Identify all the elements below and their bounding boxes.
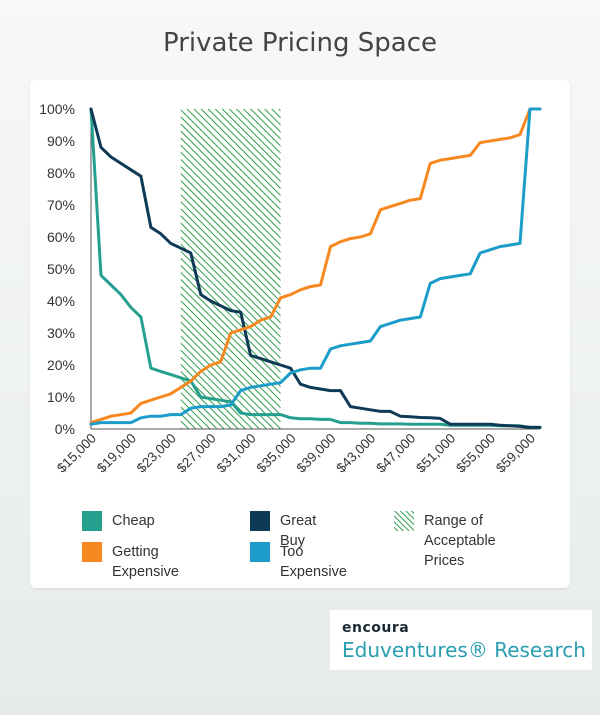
legend-item-cheap: Cheap [82, 511, 155, 531]
line-chart: 0% 10% 20% 30% 40% 50% 60% 70% 80% 90% 100% $15,000… [39, 101, 542, 476]
series-line-great-buy [89, 107, 542, 429]
x-tick-label: $55,000 [453, 431, 498, 476]
x-tick-label: $39,000 [293, 431, 338, 476]
y-tick-label: 50% [47, 261, 75, 277]
x-tick-label: $19,000 [94, 431, 139, 476]
y-tick-label: 60% [47, 229, 75, 245]
x-tick-label: $15,000 [54, 431, 99, 476]
x-tick-label: $27,000 [174, 431, 219, 476]
y-tick-label: 20% [47, 357, 75, 373]
legend-swatch-getting-expensive [82, 542, 102, 562]
y-tick-label: 40% [47, 293, 75, 309]
series-line-too-expensive [89, 107, 542, 426]
y-tick-label: 70% [47, 197, 75, 213]
legend-swatch-great-buy [250, 511, 270, 531]
legend-label-cheap: Cheap [112, 513, 155, 529]
legend-label-too-expensive: Too Expensive [280, 544, 347, 580]
y-tick-label: 90% [47, 133, 75, 149]
x-tick-label: $59,000 [493, 431, 538, 476]
legend-swatch-cheap [82, 511, 102, 531]
brand-block: encoura Eduventures® Research [330, 610, 592, 670]
legend-label-getting-expensive: Getting Expensive [112, 544, 179, 580]
y-tick-label: 30% [47, 325, 75, 341]
legend-label-range-line1: Range of [424, 513, 483, 529]
legend-item-great-buy: Great Buy [250, 511, 316, 551]
x-tick-label: $51,000 [413, 431, 458, 476]
x-tick-label: $47,000 [373, 431, 418, 476]
legend-item-getting-expensive: Getting Expensive [82, 542, 179, 582]
legend-label-range-line2: Acceptable Prices [424, 533, 496, 569]
legend-item-too-expensive: Too Expensive [250, 542, 347, 582]
encoura-logo: encoura [342, 620, 410, 636]
series-line-getting-expensive [89, 107, 542, 425]
legend-swatch-range [394, 511, 414, 531]
y-tick-label: 10% [47, 389, 75, 405]
legend-swatch-too-expensive [250, 542, 270, 562]
chart-title: Private Pricing Space [162, 28, 438, 58]
x-tick-label: $35,000 [254, 431, 299, 476]
x-tick-label: $43,000 [333, 431, 378, 476]
eduventures-research-label: Eduventures® Research [342, 638, 586, 662]
chart-card: 0% 10% 20% 30% 40% 50% 60% 70% 80% 90% 100% $15,000… [30, 80, 570, 588]
legend-item-range: Range of Acceptable Prices [394, 511, 496, 571]
y-tick-label: 80% [47, 165, 75, 181]
y-tick-label: 0% [55, 421, 75, 437]
x-tick-label: $31,000 [214, 431, 259, 476]
y-tick-label: 100% [39, 101, 75, 117]
legend-label-great-buy: Great Buy [280, 513, 317, 549]
x-tick-label: $23,000 [134, 431, 179, 476]
